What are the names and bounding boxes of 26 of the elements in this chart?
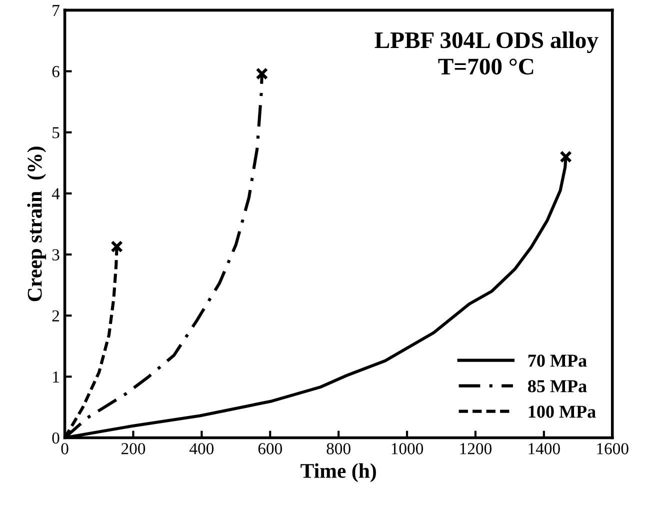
y-tick-label: 3	[52, 249, 60, 260]
point	[110, 240, 124, 253]
x-tick-label: 1000	[392, 443, 424, 454]
x-tick-label: 1200	[460, 443, 492, 454]
legend-label: 70 MPa	[528, 354, 587, 367]
y-axis-title: Creep strain (%)	[27, 146, 46, 302]
y-tick-label: 0	[52, 432, 60, 444]
x-tick-label: 600	[258, 443, 282, 454]
annotation: LPBF 304L ODS alloy T=700 °C	[374, 32, 598, 75]
x-tick-label: 0	[61, 443, 68, 454]
y-tick-label: 6	[52, 66, 60, 78]
point	[256, 68, 268, 80]
legend-label: 100 MPa	[528, 406, 596, 418]
x-tick-label: 800	[326, 443, 350, 454]
x-tick-label: 1600	[597, 443, 628, 454]
y-tick-label: 5	[52, 127, 60, 138]
x-axis-title: Time (h)	[300, 463, 376, 482]
y-tick-label: 7	[52, 5, 60, 16]
y-tick-label: 1	[53, 371, 59, 382]
x-tick-label: 200	[121, 443, 146, 454]
point	[560, 150, 572, 163]
x-tick-label: 1400	[528, 443, 560, 454]
legend-label: 85 MPa	[528, 380, 587, 392]
y-tick-label: 4	[52, 188, 60, 200]
x-tick-label: 400	[190, 443, 214, 454]
y-tick-label: 2	[52, 310, 60, 322]
